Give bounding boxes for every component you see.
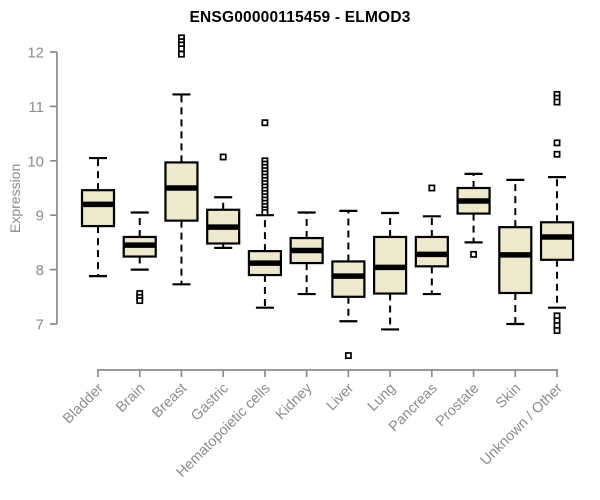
outlier-point xyxy=(136,297,144,305)
outlier-point xyxy=(178,45,185,53)
box-brain xyxy=(122,211,157,305)
x-tick-label: Bladder xyxy=(60,380,107,427)
outlier-point xyxy=(470,250,478,258)
x-tick-label: Lung xyxy=(365,381,399,415)
y-tick-label: 12 xyxy=(27,45,44,62)
outlier-point xyxy=(428,184,436,192)
box-hematopoietic-cells xyxy=(247,119,283,309)
box-pancreas xyxy=(414,184,449,296)
x-tick-label: Brain xyxy=(113,381,148,416)
outlier-point xyxy=(219,153,227,161)
box-gastric xyxy=(206,153,241,249)
outlier-point xyxy=(553,150,561,158)
box-kidney xyxy=(289,211,324,296)
box-lung xyxy=(373,211,408,331)
iqr-box xyxy=(498,226,533,295)
outlier-point xyxy=(344,352,352,360)
box-liver xyxy=(331,209,366,360)
outlier-point xyxy=(261,119,269,127)
y-tick-label: 8 xyxy=(36,262,44,279)
x-tick-label: Kidney xyxy=(273,380,316,423)
box-bladder xyxy=(80,156,116,278)
x-tick-label: Liver xyxy=(324,380,358,414)
y-tick-label: 10 xyxy=(27,153,44,170)
outlier-point xyxy=(178,50,185,58)
y-tick-label: 7 xyxy=(36,317,44,334)
iqr-box xyxy=(331,260,366,298)
box-breast xyxy=(164,34,199,286)
x-tick-label: Breast xyxy=(149,381,190,422)
y-tick-label: 9 xyxy=(36,208,44,225)
x-tick-label: Prostate xyxy=(433,381,482,430)
box-unknown-other xyxy=(539,90,575,334)
outlier-point xyxy=(553,98,561,106)
iqr-box xyxy=(164,161,199,222)
chart-title: ENSG00000115459 - ELMOD3 xyxy=(189,9,411,26)
x-tick-label: Skin xyxy=(493,381,524,412)
box-skin xyxy=(498,178,533,326)
outlier-point xyxy=(261,209,269,216)
outlier-point xyxy=(553,139,561,147)
box-prostate xyxy=(456,172,491,258)
iqr-box xyxy=(539,221,575,261)
y-tick-label: 11 xyxy=(28,99,44,116)
outlier-point xyxy=(553,327,561,334)
iqr-box xyxy=(80,189,116,228)
